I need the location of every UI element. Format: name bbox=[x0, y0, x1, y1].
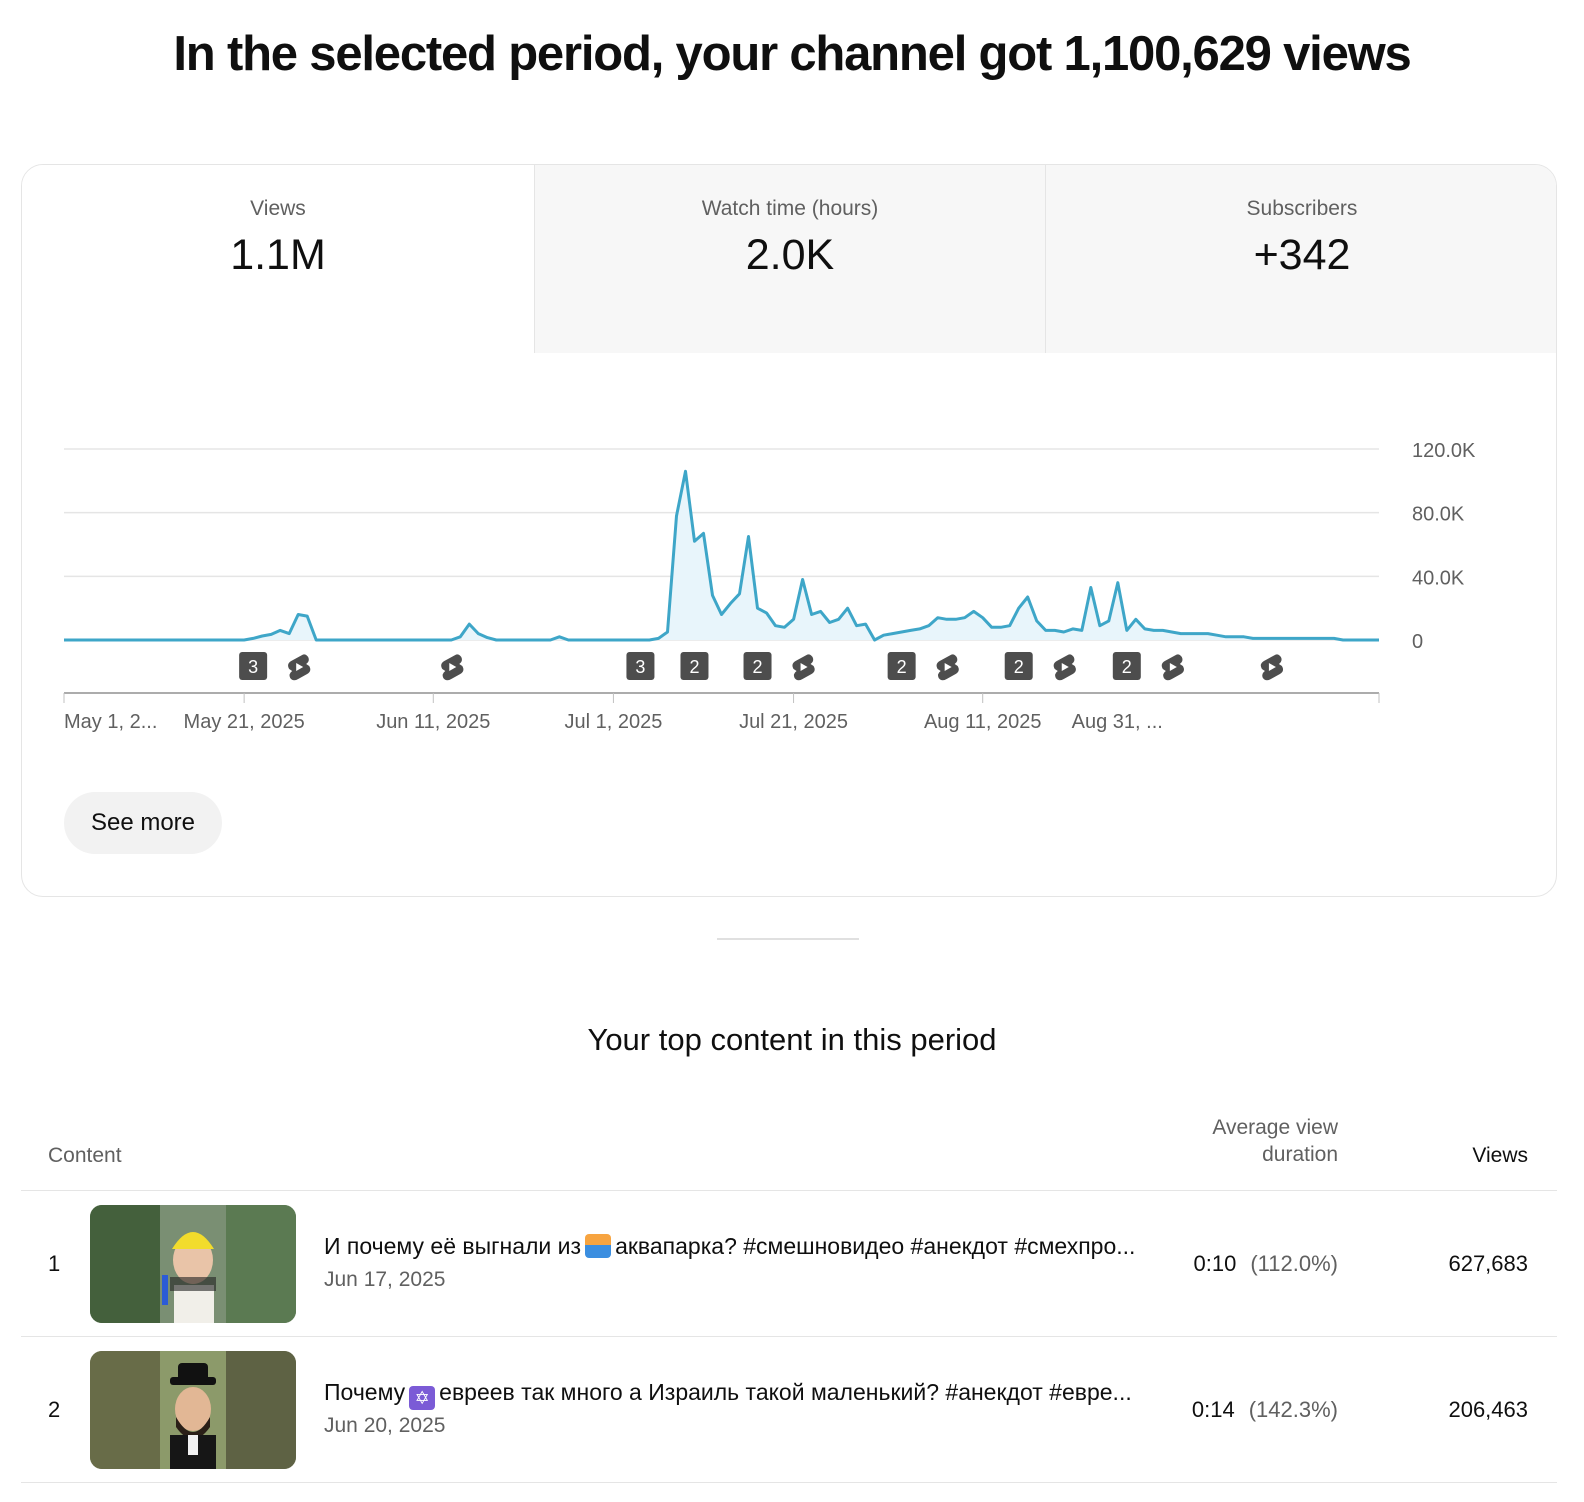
page-headline: In the selected period, your channel got… bbox=[173, 27, 1411, 81]
row-divider bbox=[21, 1482, 1557, 1483]
tab-watch-time[interactable]: Watch time (hours) 2.0K bbox=[534, 165, 1045, 353]
row-views: 206,463 bbox=[1448, 1397, 1528, 1422]
video-title-text: евреев так много а Израиль такой маленьк… bbox=[439, 1379, 1132, 1405]
upload-count-label: 2 bbox=[1014, 657, 1024, 677]
row-divider bbox=[21, 1336, 1557, 1337]
y-tick-label: 120.0K bbox=[1412, 440, 1476, 462]
upload-count-badge bbox=[743, 652, 772, 680]
x-tick-label: May 21, 2025 bbox=[184, 711, 305, 733]
video-title[interactable]: Почему ✡ евреев так много а Израиль такой … bbox=[324, 1379, 1144, 1410]
upload-count-label: 2 bbox=[689, 657, 699, 677]
views-chart: 120.0K 80.0K 40.0K 0 3 3 2 2 2 2 2 May 1, 2... May 2… bbox=[63, 440, 1476, 733]
upload-count-label: 3 bbox=[248, 657, 258, 677]
video-thumbnail[interactable] bbox=[90, 1351, 296, 1469]
table-row[interactable]: 1 И почему её выгнали из аквапарка? #смеш… bbox=[21, 1191, 1557, 1337]
video-title-text: аквапарка? #смешновидео #анекдот #смехпр… bbox=[615, 1233, 1136, 1259]
tab-subscribers-value: +342 bbox=[1253, 231, 1351, 279]
avg-view-duration: 0:10 (112.0%) bbox=[1151, 1251, 1338, 1277]
video-title[interactable]: И почему её выгнали из аквапарка? #смешно… bbox=[324, 1233, 1144, 1260]
see-more-button[interactable]: See more bbox=[64, 792, 222, 854]
x-tick-label: Aug 31, ... bbox=[1072, 711, 1163, 733]
star-of-david-emoji-icon: ✡ bbox=[409, 1386, 436, 1410]
x-tick-label: Jul 21, 2025 bbox=[739, 711, 848, 733]
video-title-text: Почему bbox=[324, 1379, 406, 1405]
x-tick-label: Jul 1, 2025 bbox=[564, 711, 662, 733]
upload-count-badge bbox=[626, 652, 655, 680]
video-date: Jun 17, 2025 bbox=[324, 1268, 446, 1291]
video-thumbnail[interactable] bbox=[90, 1205, 296, 1323]
table-row[interactable]: 2 Почему ✡ евреев так много а Израиль тако… bbox=[21, 1337, 1557, 1483]
x-tick-label: Aug 11, 2025 bbox=[924, 711, 1042, 733]
series-line bbox=[64, 469, 1379, 642]
thumbnail-image bbox=[90, 1351, 296, 1469]
shorts-icon bbox=[1260, 654, 1284, 681]
tab-subscribers[interactable]: Subscribers +342 bbox=[1045, 165, 1556, 353]
shorts-icon bbox=[441, 654, 464, 681]
x-tick-label: Jun 11, 2025 bbox=[376, 711, 490, 733]
person-swimming-emoji-icon bbox=[585, 1234, 612, 1258]
upload-count-label: 2 bbox=[897, 657, 907, 677]
row-views: 627,683 bbox=[1448, 1251, 1528, 1276]
column-header-avg-duration[interactable]: Average view duration bbox=[1212, 1116, 1338, 1166]
table-header-divider bbox=[21, 1190, 1557, 1191]
thumbnail-image bbox=[90, 1205, 296, 1323]
y-tick-label: 80.0K bbox=[1412, 504, 1465, 526]
upload-count-badge bbox=[239, 652, 268, 680]
row-rank: 1 bbox=[48, 1251, 61, 1276]
tab-watch-time-label: Watch time (hours) bbox=[701, 197, 879, 220]
shorts-icon bbox=[1053, 654, 1076, 681]
shorts-icon bbox=[792, 654, 815, 681]
upload-count-badge bbox=[1112, 652, 1141, 680]
top-content-title: Your top content in this period bbox=[587, 1022, 997, 1057]
section-divider bbox=[717, 938, 859, 940]
video-title-text: И почему её выгнали из bbox=[324, 1233, 582, 1259]
shorts-icon bbox=[1161, 654, 1184, 681]
avg-duration-value: 0:14 bbox=[1191, 1397, 1235, 1422]
tab-views-label: Views bbox=[250, 197, 306, 220]
avg-duration-percent: (112.0%) bbox=[1250, 1251, 1338, 1276]
tab-views[interactable]: Views 1.1M bbox=[22, 165, 534, 353]
shorts-icon bbox=[936, 654, 959, 681]
avg-duration-percent: (142.3%) bbox=[1248, 1397, 1338, 1422]
tab-views-value: 1.1M bbox=[230, 231, 326, 279]
upload-count-badge bbox=[680, 652, 709, 680]
upload-count-label: 2 bbox=[1122, 657, 1132, 677]
row-rank: 2 bbox=[48, 1397, 61, 1422]
avg-duration-value: 0:10 bbox=[1193, 1251, 1237, 1276]
y-tick-label: 0 bbox=[1412, 631, 1423, 653]
x-tick-label: May 1, 2... bbox=[64, 711, 157, 733]
tab-subscribers-label: Subscribers bbox=[1246, 197, 1358, 220]
upload-count-label: 2 bbox=[753, 657, 763, 677]
upload-count-label: 3 bbox=[635, 657, 645, 677]
avg-view-duration: 0:14 (142.3%) bbox=[1151, 1397, 1338, 1423]
tab-watch-time-value: 2.0K bbox=[745, 231, 835, 279]
y-tick-label: 40.0K bbox=[1412, 567, 1465, 589]
upload-count-badge bbox=[887, 652, 916, 680]
video-date: Jun 20, 2025 bbox=[324, 1414, 446, 1437]
upload-count-badge bbox=[1004, 652, 1033, 680]
column-header-content: Content bbox=[48, 1144, 122, 1167]
column-header-views[interactable]: Views bbox=[1472, 1144, 1528, 1167]
overview-card: Views 1.1M Watch time (hours) 2.0K Subsc… bbox=[21, 164, 1557, 897]
shorts-icon bbox=[288, 654, 311, 681]
